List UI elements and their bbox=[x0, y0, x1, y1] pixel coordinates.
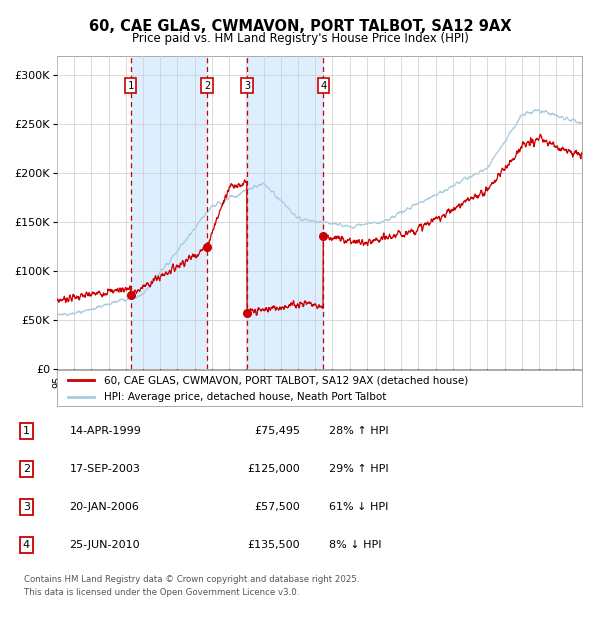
Text: Contains HM Land Registry data © Crown copyright and database right 2025.: Contains HM Land Registry data © Crown c… bbox=[24, 575, 359, 585]
Text: 2: 2 bbox=[23, 464, 30, 474]
Text: HPI: Average price, detached house, Neath Port Talbot: HPI: Average price, detached house, Neat… bbox=[104, 392, 386, 402]
Text: 2: 2 bbox=[204, 81, 210, 91]
Text: £75,495: £75,495 bbox=[254, 427, 300, 436]
Text: £125,000: £125,000 bbox=[247, 464, 300, 474]
Text: £135,500: £135,500 bbox=[247, 540, 300, 550]
Text: 61% ↓ HPI: 61% ↓ HPI bbox=[329, 502, 388, 512]
Text: 60, CAE GLAS, CWMAVON, PORT TALBOT, SA12 9AX: 60, CAE GLAS, CWMAVON, PORT TALBOT, SA12… bbox=[89, 19, 511, 33]
Text: This data is licensed under the Open Government Licence v3.0.: This data is licensed under the Open Gov… bbox=[24, 588, 299, 597]
Bar bbox=[247, 56, 323, 369]
Text: 3: 3 bbox=[244, 81, 250, 91]
Text: 4: 4 bbox=[23, 540, 30, 550]
Text: 60, CAE GLAS, CWMAVON, PORT TALBOT, SA12 9AX (detached house): 60, CAE GLAS, CWMAVON, PORT TALBOT, SA12… bbox=[104, 375, 469, 385]
Text: 1: 1 bbox=[128, 81, 134, 91]
Text: Price paid vs. HM Land Registry's House Price Index (HPI): Price paid vs. HM Land Registry's House … bbox=[131, 32, 469, 45]
Text: 29% ↑ HPI: 29% ↑ HPI bbox=[329, 464, 388, 474]
Text: 3: 3 bbox=[23, 502, 30, 512]
Text: 25-JUN-2010: 25-JUN-2010 bbox=[70, 540, 140, 550]
Text: 1: 1 bbox=[23, 427, 30, 436]
Text: £57,500: £57,500 bbox=[254, 502, 300, 512]
Bar bbox=[131, 56, 207, 369]
Text: 20-JAN-2006: 20-JAN-2006 bbox=[70, 502, 139, 512]
Text: 17-SEP-2003: 17-SEP-2003 bbox=[70, 464, 140, 474]
Text: 8% ↓ HPI: 8% ↓ HPI bbox=[329, 540, 382, 550]
Text: 4: 4 bbox=[320, 81, 326, 91]
Text: 14-APR-1999: 14-APR-1999 bbox=[70, 427, 142, 436]
Text: 28% ↑ HPI: 28% ↑ HPI bbox=[329, 427, 388, 436]
